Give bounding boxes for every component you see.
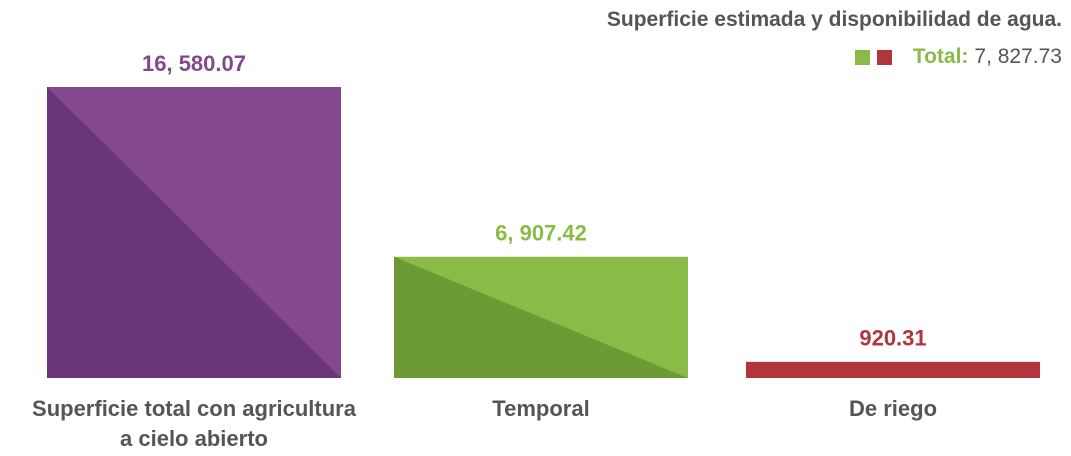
category-label: Superficie total con agricultura a cielo… xyxy=(32,396,356,451)
total-label: Total: xyxy=(912,45,969,68)
total: Total: 7, 827.73 xyxy=(854,45,1062,69)
legend-swatch xyxy=(876,49,892,65)
value-label: 16, 580.07 xyxy=(142,51,246,76)
bar-shade xyxy=(47,87,341,378)
bar-shade xyxy=(394,256,688,378)
category-label: De riego xyxy=(848,396,938,421)
value-label: 6, 907.42 xyxy=(495,221,587,246)
value-label: 920.31 xyxy=(859,326,926,351)
total-value: 7, 827.73 xyxy=(974,45,1062,68)
legend-swatch xyxy=(854,49,870,65)
bar-shade xyxy=(746,361,1040,378)
category-label: Temporal xyxy=(492,396,590,421)
chart-title: Superficie estimada y disponibilidad de … xyxy=(606,8,1062,31)
